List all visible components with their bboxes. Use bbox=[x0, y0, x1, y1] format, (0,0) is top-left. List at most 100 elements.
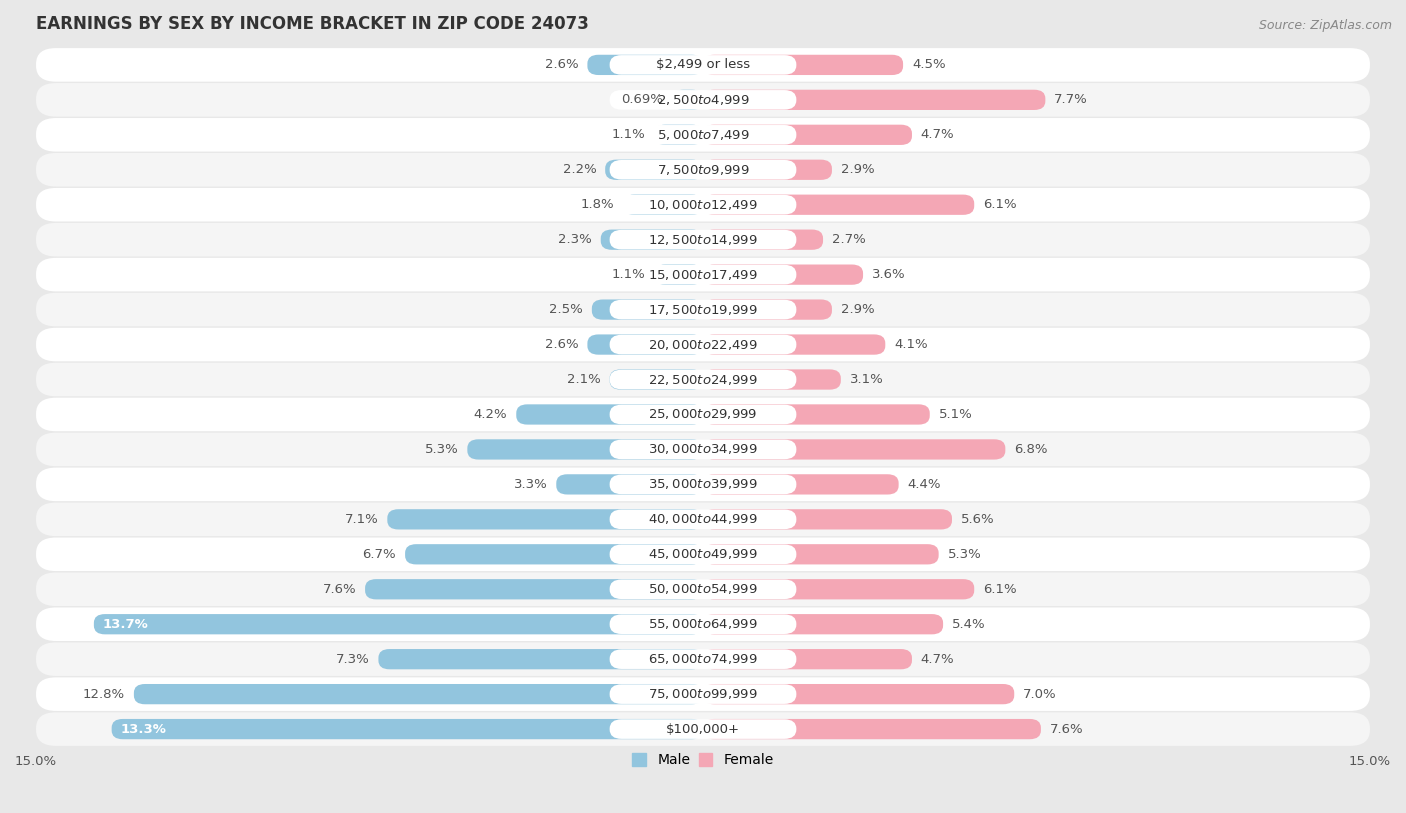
FancyBboxPatch shape bbox=[37, 433, 1369, 466]
Legend: Male, Female: Male, Female bbox=[627, 748, 779, 773]
Text: 6.1%: 6.1% bbox=[983, 583, 1017, 596]
FancyBboxPatch shape bbox=[37, 118, 1369, 151]
Text: 4.2%: 4.2% bbox=[474, 408, 508, 421]
FancyBboxPatch shape bbox=[610, 510, 796, 529]
FancyBboxPatch shape bbox=[610, 615, 796, 634]
Text: $25,000 to $29,999: $25,000 to $29,999 bbox=[648, 407, 758, 421]
Text: $2,499 or less: $2,499 or less bbox=[657, 59, 749, 72]
Text: 1.1%: 1.1% bbox=[612, 268, 645, 281]
Text: 13.3%: 13.3% bbox=[121, 723, 166, 736]
FancyBboxPatch shape bbox=[37, 48, 1369, 81]
FancyBboxPatch shape bbox=[703, 369, 841, 389]
FancyBboxPatch shape bbox=[703, 544, 939, 564]
FancyBboxPatch shape bbox=[610, 545, 796, 564]
FancyBboxPatch shape bbox=[703, 439, 1005, 459]
FancyBboxPatch shape bbox=[703, 89, 1046, 110]
Text: $22,500 to $24,999: $22,500 to $24,999 bbox=[648, 372, 758, 386]
Text: 7.6%: 7.6% bbox=[322, 583, 356, 596]
Text: Source: ZipAtlas.com: Source: ZipAtlas.com bbox=[1258, 19, 1392, 32]
Text: 4.5%: 4.5% bbox=[912, 59, 946, 72]
FancyBboxPatch shape bbox=[600, 229, 703, 250]
Text: 4.7%: 4.7% bbox=[921, 653, 955, 666]
Text: 3.1%: 3.1% bbox=[849, 373, 883, 386]
Text: 2.1%: 2.1% bbox=[567, 373, 600, 386]
FancyBboxPatch shape bbox=[703, 719, 1040, 739]
Text: $15,000 to $17,499: $15,000 to $17,499 bbox=[648, 267, 758, 281]
Text: 7.1%: 7.1% bbox=[344, 513, 378, 526]
Text: 4.1%: 4.1% bbox=[894, 338, 928, 351]
FancyBboxPatch shape bbox=[703, 194, 974, 215]
Text: $100,000+: $100,000+ bbox=[666, 723, 740, 736]
Text: EARNINGS BY SEX BY INCOME BRACKET IN ZIP CODE 24073: EARNINGS BY SEX BY INCOME BRACKET IN ZIP… bbox=[37, 15, 589, 33]
FancyBboxPatch shape bbox=[703, 614, 943, 634]
Text: $75,000 to $99,999: $75,000 to $99,999 bbox=[648, 687, 758, 701]
Text: 7.6%: 7.6% bbox=[1050, 723, 1084, 736]
Text: $45,000 to $49,999: $45,000 to $49,999 bbox=[648, 547, 758, 561]
FancyBboxPatch shape bbox=[588, 334, 703, 354]
FancyBboxPatch shape bbox=[623, 194, 703, 215]
FancyBboxPatch shape bbox=[703, 404, 929, 424]
FancyBboxPatch shape bbox=[592, 299, 703, 320]
FancyBboxPatch shape bbox=[610, 125, 796, 145]
Text: 6.8%: 6.8% bbox=[1014, 443, 1047, 456]
FancyBboxPatch shape bbox=[610, 440, 796, 459]
Text: 2.7%: 2.7% bbox=[832, 233, 866, 246]
Text: 6.7%: 6.7% bbox=[363, 548, 396, 561]
FancyBboxPatch shape bbox=[610, 90, 796, 110]
FancyBboxPatch shape bbox=[703, 299, 832, 320]
FancyBboxPatch shape bbox=[610, 370, 796, 389]
Text: $5,000 to $7,499: $5,000 to $7,499 bbox=[657, 128, 749, 141]
Text: $55,000 to $64,999: $55,000 to $64,999 bbox=[648, 617, 758, 631]
Text: 2.9%: 2.9% bbox=[841, 303, 875, 316]
FancyBboxPatch shape bbox=[37, 363, 1369, 396]
FancyBboxPatch shape bbox=[37, 223, 1369, 256]
FancyBboxPatch shape bbox=[610, 405, 796, 424]
Text: 13.7%: 13.7% bbox=[103, 618, 149, 631]
FancyBboxPatch shape bbox=[610, 580, 796, 599]
FancyBboxPatch shape bbox=[37, 642, 1369, 676]
FancyBboxPatch shape bbox=[703, 649, 912, 669]
FancyBboxPatch shape bbox=[37, 712, 1369, 746]
Text: 2.5%: 2.5% bbox=[550, 303, 583, 316]
FancyBboxPatch shape bbox=[672, 89, 703, 110]
FancyBboxPatch shape bbox=[703, 54, 903, 75]
Text: $65,000 to $74,999: $65,000 to $74,999 bbox=[648, 652, 758, 666]
FancyBboxPatch shape bbox=[467, 439, 703, 459]
Text: 2.2%: 2.2% bbox=[562, 163, 596, 176]
FancyBboxPatch shape bbox=[610, 300, 796, 320]
Text: 2.6%: 2.6% bbox=[546, 59, 578, 72]
FancyBboxPatch shape bbox=[610, 160, 796, 180]
FancyBboxPatch shape bbox=[37, 153, 1369, 186]
FancyBboxPatch shape bbox=[703, 334, 886, 354]
Text: $10,000 to $12,499: $10,000 to $12,499 bbox=[648, 198, 758, 211]
Text: 12.8%: 12.8% bbox=[83, 688, 125, 701]
FancyBboxPatch shape bbox=[405, 544, 703, 564]
Text: 1.8%: 1.8% bbox=[581, 198, 614, 211]
FancyBboxPatch shape bbox=[378, 649, 703, 669]
FancyBboxPatch shape bbox=[610, 720, 796, 739]
FancyBboxPatch shape bbox=[37, 188, 1369, 221]
Text: 7.3%: 7.3% bbox=[336, 653, 370, 666]
FancyBboxPatch shape bbox=[703, 229, 823, 250]
FancyBboxPatch shape bbox=[37, 502, 1369, 536]
FancyBboxPatch shape bbox=[703, 124, 912, 145]
Text: $40,000 to $44,999: $40,000 to $44,999 bbox=[648, 512, 758, 526]
FancyBboxPatch shape bbox=[37, 467, 1369, 501]
FancyBboxPatch shape bbox=[366, 579, 703, 599]
FancyBboxPatch shape bbox=[111, 719, 703, 739]
FancyBboxPatch shape bbox=[703, 264, 863, 285]
Text: 5.3%: 5.3% bbox=[948, 548, 981, 561]
FancyBboxPatch shape bbox=[703, 509, 952, 529]
Text: 5.3%: 5.3% bbox=[425, 443, 458, 456]
FancyBboxPatch shape bbox=[387, 509, 703, 529]
Text: 7.0%: 7.0% bbox=[1024, 688, 1057, 701]
Text: 6.1%: 6.1% bbox=[983, 198, 1017, 211]
FancyBboxPatch shape bbox=[703, 684, 1014, 704]
Text: $7,500 to $9,999: $7,500 to $9,999 bbox=[657, 163, 749, 176]
Text: $20,000 to $22,499: $20,000 to $22,499 bbox=[648, 337, 758, 351]
FancyBboxPatch shape bbox=[557, 474, 703, 494]
FancyBboxPatch shape bbox=[654, 124, 703, 145]
FancyBboxPatch shape bbox=[610, 475, 796, 494]
Text: 2.6%: 2.6% bbox=[546, 338, 578, 351]
FancyBboxPatch shape bbox=[37, 398, 1369, 431]
